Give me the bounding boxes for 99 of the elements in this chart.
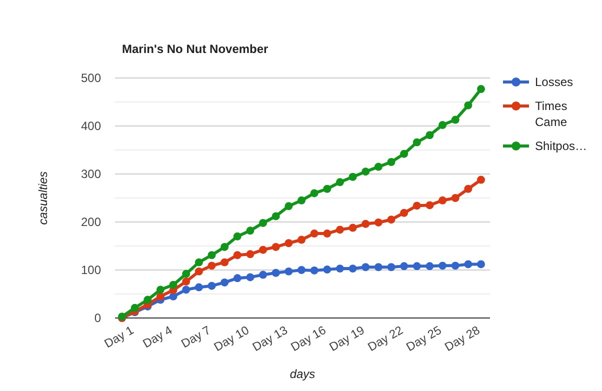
x-tick-label: Day 4 xyxy=(140,322,175,351)
y-tick-label: 500 xyxy=(80,70,102,85)
point xyxy=(323,230,332,238)
legend-label: Shitpos… xyxy=(535,139,588,153)
y-tick-label: 300 xyxy=(80,166,102,181)
x-axis-title: days xyxy=(290,367,316,381)
point xyxy=(477,260,485,268)
x-tick-label: Day 10 xyxy=(211,322,252,354)
point xyxy=(194,267,203,276)
point xyxy=(362,220,370,228)
x-tick-label: Day 13 xyxy=(250,322,290,354)
point xyxy=(438,121,447,130)
point xyxy=(477,176,485,184)
point xyxy=(464,101,472,110)
x-tick-label: Day 28 xyxy=(442,322,482,354)
point xyxy=(284,239,293,248)
y-axis-title: casualties xyxy=(36,171,50,225)
point xyxy=(182,286,190,294)
point xyxy=(182,278,190,286)
point xyxy=(194,258,203,266)
point xyxy=(348,264,357,273)
point xyxy=(400,262,408,270)
point xyxy=(246,250,254,258)
x-tick-label: Day 16 xyxy=(288,322,329,354)
chart-title: Marin's No Nut November xyxy=(122,42,269,56)
point xyxy=(464,260,472,268)
point xyxy=(169,280,178,289)
point xyxy=(284,202,293,210)
point xyxy=(348,172,357,181)
point xyxy=(144,296,152,304)
point xyxy=(272,212,280,220)
point xyxy=(208,282,216,290)
point xyxy=(323,266,332,274)
point xyxy=(362,168,370,176)
point xyxy=(412,262,421,270)
y-tick-label: 400 xyxy=(80,118,102,133)
point xyxy=(272,242,280,251)
point xyxy=(310,230,318,238)
point xyxy=(130,304,139,312)
point xyxy=(259,218,268,227)
x-tick-label: Day 19 xyxy=(326,322,368,354)
point xyxy=(336,226,344,234)
point xyxy=(374,263,382,272)
point xyxy=(374,218,382,226)
point xyxy=(336,178,344,186)
point xyxy=(438,196,447,204)
point xyxy=(412,202,421,210)
point xyxy=(233,251,242,260)
point xyxy=(400,150,408,158)
point xyxy=(362,263,370,272)
point xyxy=(387,263,396,272)
y-tick-label: 0 xyxy=(94,310,102,325)
point xyxy=(246,226,254,235)
point xyxy=(208,251,216,260)
point xyxy=(272,268,280,277)
point xyxy=(426,262,434,270)
point xyxy=(182,270,190,278)
y-tick-label: 200 xyxy=(80,214,102,229)
point xyxy=(156,286,164,294)
point xyxy=(477,85,485,94)
point xyxy=(336,264,344,273)
point xyxy=(387,216,396,224)
point xyxy=(298,196,306,204)
point xyxy=(412,138,421,146)
point xyxy=(156,292,164,300)
point xyxy=(298,266,306,274)
point xyxy=(426,201,434,210)
legend-label: Losses xyxy=(535,75,574,89)
y-tick-label: 100 xyxy=(80,262,102,277)
point xyxy=(259,270,268,279)
point xyxy=(208,262,216,270)
point xyxy=(233,232,242,240)
point xyxy=(194,283,203,292)
point xyxy=(310,266,318,274)
point xyxy=(259,246,268,254)
point xyxy=(298,236,306,244)
point xyxy=(348,224,357,232)
x-tick-label: Day 25 xyxy=(404,322,444,354)
point xyxy=(246,273,254,282)
point xyxy=(451,262,460,270)
x-tick-label: Day 1 xyxy=(102,322,136,351)
point xyxy=(374,162,382,171)
point xyxy=(310,189,318,198)
point xyxy=(438,262,447,270)
point xyxy=(323,184,332,193)
point xyxy=(233,274,242,282)
point xyxy=(464,184,472,193)
point xyxy=(451,194,460,202)
x-tick-label: Day 22 xyxy=(365,322,406,354)
point xyxy=(220,242,229,251)
point xyxy=(220,258,229,266)
point xyxy=(426,131,434,140)
point xyxy=(451,116,460,124)
x-tick-label: Day 7 xyxy=(178,322,214,351)
point xyxy=(400,208,408,217)
point xyxy=(284,267,293,276)
point xyxy=(220,278,229,286)
point xyxy=(387,158,396,166)
legend-label: Times Came xyxy=(535,99,568,129)
